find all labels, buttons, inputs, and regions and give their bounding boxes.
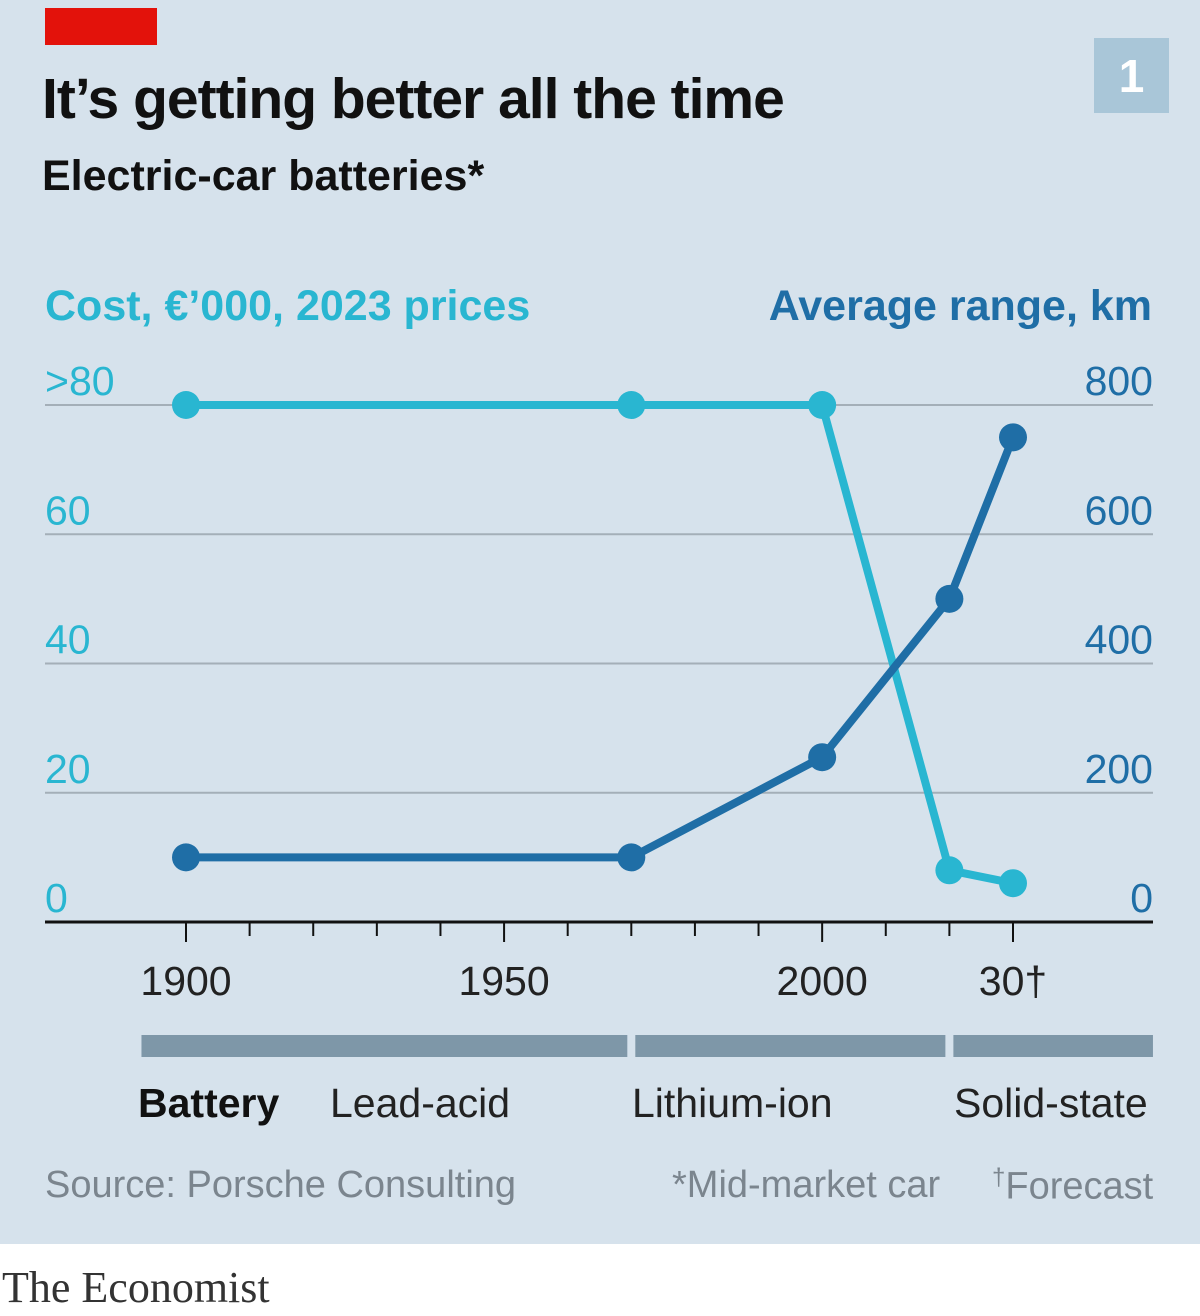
era-bar-segment [635, 1035, 946, 1057]
right-tick-label: 400 [1085, 617, 1153, 663]
right-tick-label: 200 [1085, 746, 1153, 792]
range-point [935, 584, 964, 613]
right-tick-label: 0 [1130, 875, 1153, 921]
economist-logo: The Economist [2, 1263, 270, 1312]
chart-title: It’s getting better all the time [42, 67, 785, 131]
footnote-forecast-text: Forecast [1005, 1165, 1154, 1208]
range-point [617, 843, 646, 872]
x-tick-label: 30† [979, 958, 1047, 1004]
right-tick-label: 600 [1085, 487, 1153, 533]
era-row-title: Battery [138, 1080, 279, 1126]
footnote-forecast: †Forecast [992, 1164, 1153, 1209]
era-label: Solid-state [954, 1080, 1148, 1126]
right-tick-label: 800 [1085, 358, 1153, 404]
range-point [172, 843, 200, 872]
era-bar-segment [141, 1035, 628, 1057]
chart-subtitle: Electric-car batteries* [42, 152, 485, 200]
cost-point [935, 856, 964, 885]
cost-point [999, 869, 1027, 898]
left-axis-title: Cost, €’000, 2023 prices [45, 282, 530, 330]
footnote-mid-market: *Mid-market car [672, 1164, 941, 1206]
x-tick-label: 2000 [777, 958, 868, 1004]
range-point [808, 743, 837, 772]
left-tick-label: 20 [45, 746, 91, 792]
left-tick-label: >80 [45, 358, 115, 404]
x-tick-label: 1900 [140, 958, 231, 1004]
era-label: Lithium-ion [632, 1080, 833, 1126]
dagger-mark: † [992, 1164, 1006, 1191]
source-note: Source: Porsche Consulting [45, 1164, 517, 1206]
line-chart: Cost, €’000, 2023 prices Average range, … [45, 282, 1153, 1126]
era-label: Lead-acid [330, 1080, 510, 1126]
left-tick-label: 40 [45, 617, 91, 663]
range-point [999, 423, 1027, 452]
left-tick-label: 0 [45, 875, 68, 921]
cost-point [172, 391, 200, 419]
chart-number-badge: 1 [1094, 38, 1169, 113]
cost-line [182, 401, 1017, 888]
x-tick-label: 1950 [458, 958, 549, 1004]
left-tick-label: 60 [45, 487, 91, 533]
red-tag [45, 8, 157, 45]
era-bar-segment [953, 1035, 1153, 1057]
right-axis-title: Average range, km [769, 282, 1152, 330]
cost-point [617, 391, 646, 419]
cost-point [808, 391, 837, 419]
